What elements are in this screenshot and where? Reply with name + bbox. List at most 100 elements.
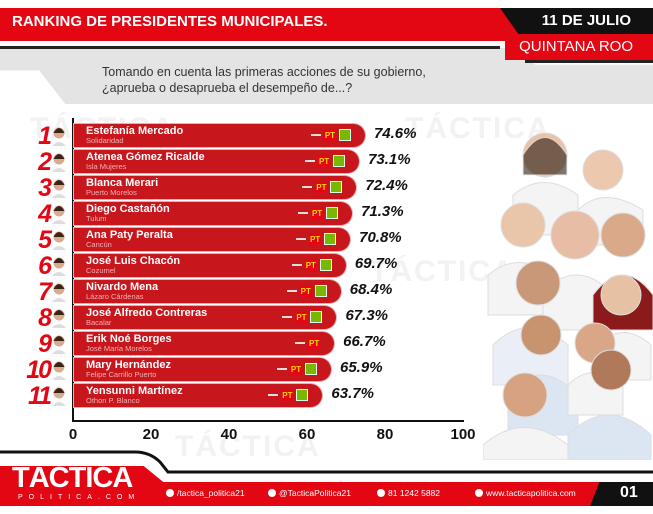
municipality: Felipe Carrillo Puerto xyxy=(86,370,157,379)
municipality: Othon P. Blanco xyxy=(86,396,140,405)
header-date-band xyxy=(500,8,653,34)
candidate-name: Yensunni Martínez xyxy=(86,385,183,397)
candidate-avatar-icon xyxy=(52,153,66,172)
municipality: Lázaro Cárdenas xyxy=(86,292,144,301)
phone-link[interactable]: 81 1242 5882 xyxy=(377,488,440,498)
candidate-name: Mary Hernández xyxy=(86,359,171,371)
value-label: 65.9% xyxy=(340,359,383,376)
candidate-name: José Alfredo Contreras xyxy=(86,307,208,319)
candidate-name: Diego Castañón xyxy=(86,203,170,215)
pt-logo: PT xyxy=(309,233,322,245)
value-label: 63.7% xyxy=(331,385,374,402)
website-url: www.tacticapolitica.com xyxy=(486,488,576,498)
ranking-row: 1 Estefanía Mercado Solidaridad PT 74.6% xyxy=(0,122,480,150)
candidates-photo-collage xyxy=(483,132,653,460)
candidate-name: Estefanía Mercado xyxy=(86,125,184,137)
bar: Estefanía Mercado Solidaridad PT xyxy=(74,124,365,147)
candidate-name: Nivardo Mena xyxy=(86,281,159,293)
morena-logo xyxy=(282,316,293,318)
candidate-photo xyxy=(483,132,653,460)
bar: Atenea Gómez Ricalde Isla Mujeres PT xyxy=(74,150,360,173)
rank-number: 5 xyxy=(38,226,52,254)
bar: Erik Noé Borges José María Morelos PT xyxy=(74,332,335,355)
rank-number: 10 xyxy=(26,356,52,384)
footer-page-band xyxy=(590,482,653,506)
value-label: 68.4% xyxy=(349,281,393,298)
municipality: Cancún xyxy=(86,240,112,249)
rank-number: 1 xyxy=(38,122,52,150)
morena-logo xyxy=(305,160,316,162)
municipality: Bacalar xyxy=(86,318,112,327)
candidate-name: Blanca Merari xyxy=(86,177,159,189)
party-logos: PT xyxy=(295,337,321,349)
municipality: José María Morelos xyxy=(86,344,152,353)
question-line: Tomando en cuenta las primeras acciones … xyxy=(102,65,426,79)
pvem-logo xyxy=(338,129,351,141)
candidate-avatar-icon xyxy=(52,127,66,146)
party-logos: PT xyxy=(277,363,317,375)
region-label: QUINTANA ROO xyxy=(519,38,633,55)
pt-logo: PT xyxy=(318,155,331,167)
ranking-row: 11 Yensunni Martínez Othon P. Blanco PT … xyxy=(0,382,480,410)
candidate-avatar-icon xyxy=(52,231,66,250)
facebook-link[interactable]: /tactica_politica21 xyxy=(166,488,245,498)
morena-logo xyxy=(286,290,297,292)
website-link[interactable]: www.tacticapolitica.com xyxy=(475,488,576,498)
globe-icon xyxy=(475,489,483,497)
party-logos: PT xyxy=(282,311,323,323)
whatsapp-icon xyxy=(377,489,385,497)
bar: Diego Castañón Tulum PT xyxy=(74,202,353,225)
watermark: TÁCTICA xyxy=(405,112,551,145)
pvem-logo xyxy=(319,259,332,271)
value-label: 67.3% xyxy=(345,307,389,324)
tactica-logo-sub: POLITICA.COM xyxy=(18,494,141,501)
ranking-row: 5 Ana Paty Peralta Cancún PT 70.8% xyxy=(0,226,480,254)
ranking-row: 7 Nivardo Mena Lázaro Cárdenas PT 68.4% xyxy=(0,278,480,306)
pvem-logo xyxy=(305,363,317,375)
pvem-logo xyxy=(333,155,346,167)
candidate-avatar-icon xyxy=(52,335,66,354)
x-tick-label: 40 xyxy=(220,426,238,443)
pt-logo: PT xyxy=(281,389,294,401)
pvem-logo xyxy=(310,311,323,323)
pt-logo: PT xyxy=(311,207,324,219)
candidate-name: Ana Paty Peralta xyxy=(86,229,173,241)
party-logos: PT xyxy=(310,129,351,141)
page-title: RANKING DE PRESIDENTES MUNICIPALES. xyxy=(12,13,328,30)
municipality: Cozumel xyxy=(86,266,116,275)
bar: Mary Hernández Felipe Carrillo Puerto PT xyxy=(74,358,331,381)
morena-logo xyxy=(298,212,309,214)
party-logos: PT xyxy=(286,285,327,297)
pt-logo: PT xyxy=(295,311,308,323)
footer-divider xyxy=(0,450,653,474)
bar: José Alfredo Contreras Bacalar PT xyxy=(74,306,337,329)
divider xyxy=(0,46,500,49)
pvem-logo xyxy=(326,207,339,219)
party-logos: PT xyxy=(298,207,339,219)
instagram-link[interactable]: @TacticaPolitica21 xyxy=(268,488,351,498)
ranking-row: 8 José Alfredo Contreras Bacalar PT 67.3… xyxy=(0,304,480,332)
ranking-chart: 0 20 40 60 80 100 1 Estefanía Mercado Solidar… xyxy=(0,110,480,450)
morena-logo xyxy=(310,134,321,136)
candidate-avatar-icon xyxy=(52,257,66,276)
rank-number: 6 xyxy=(38,252,52,280)
x-tick-label: 20 xyxy=(142,426,160,443)
watermark: TÁCTICA xyxy=(175,430,321,463)
value-label: 70.8% xyxy=(359,229,402,246)
party-logos: PT xyxy=(296,233,337,245)
y-axis xyxy=(72,118,74,422)
candidate-avatar-icon xyxy=(52,283,66,302)
x-tick-label: 60 xyxy=(298,426,316,443)
ranking-row: 10 Mary Hernández Felipe Carrillo Puerto… xyxy=(0,356,480,384)
candidate-avatar-icon xyxy=(52,387,66,406)
phone-number: 81 1242 5882 xyxy=(388,488,440,498)
bar: Nivardo Mena Lázaro Cárdenas PT xyxy=(74,280,341,303)
candidate-avatar-icon xyxy=(52,179,66,198)
question-line: ¿aprueba o desaprueba el desempeño de...… xyxy=(102,81,353,95)
ranking-row: 3 Blanca Merari Puerto Morelos PT 72.4% xyxy=(0,174,480,202)
party-logos: PT xyxy=(302,181,343,193)
x-axis xyxy=(72,420,464,422)
facebook-handle: /tactica_politica21 xyxy=(177,488,245,498)
morena-logo xyxy=(268,394,279,396)
tactica-logo: TÁCTICA xyxy=(12,462,133,494)
